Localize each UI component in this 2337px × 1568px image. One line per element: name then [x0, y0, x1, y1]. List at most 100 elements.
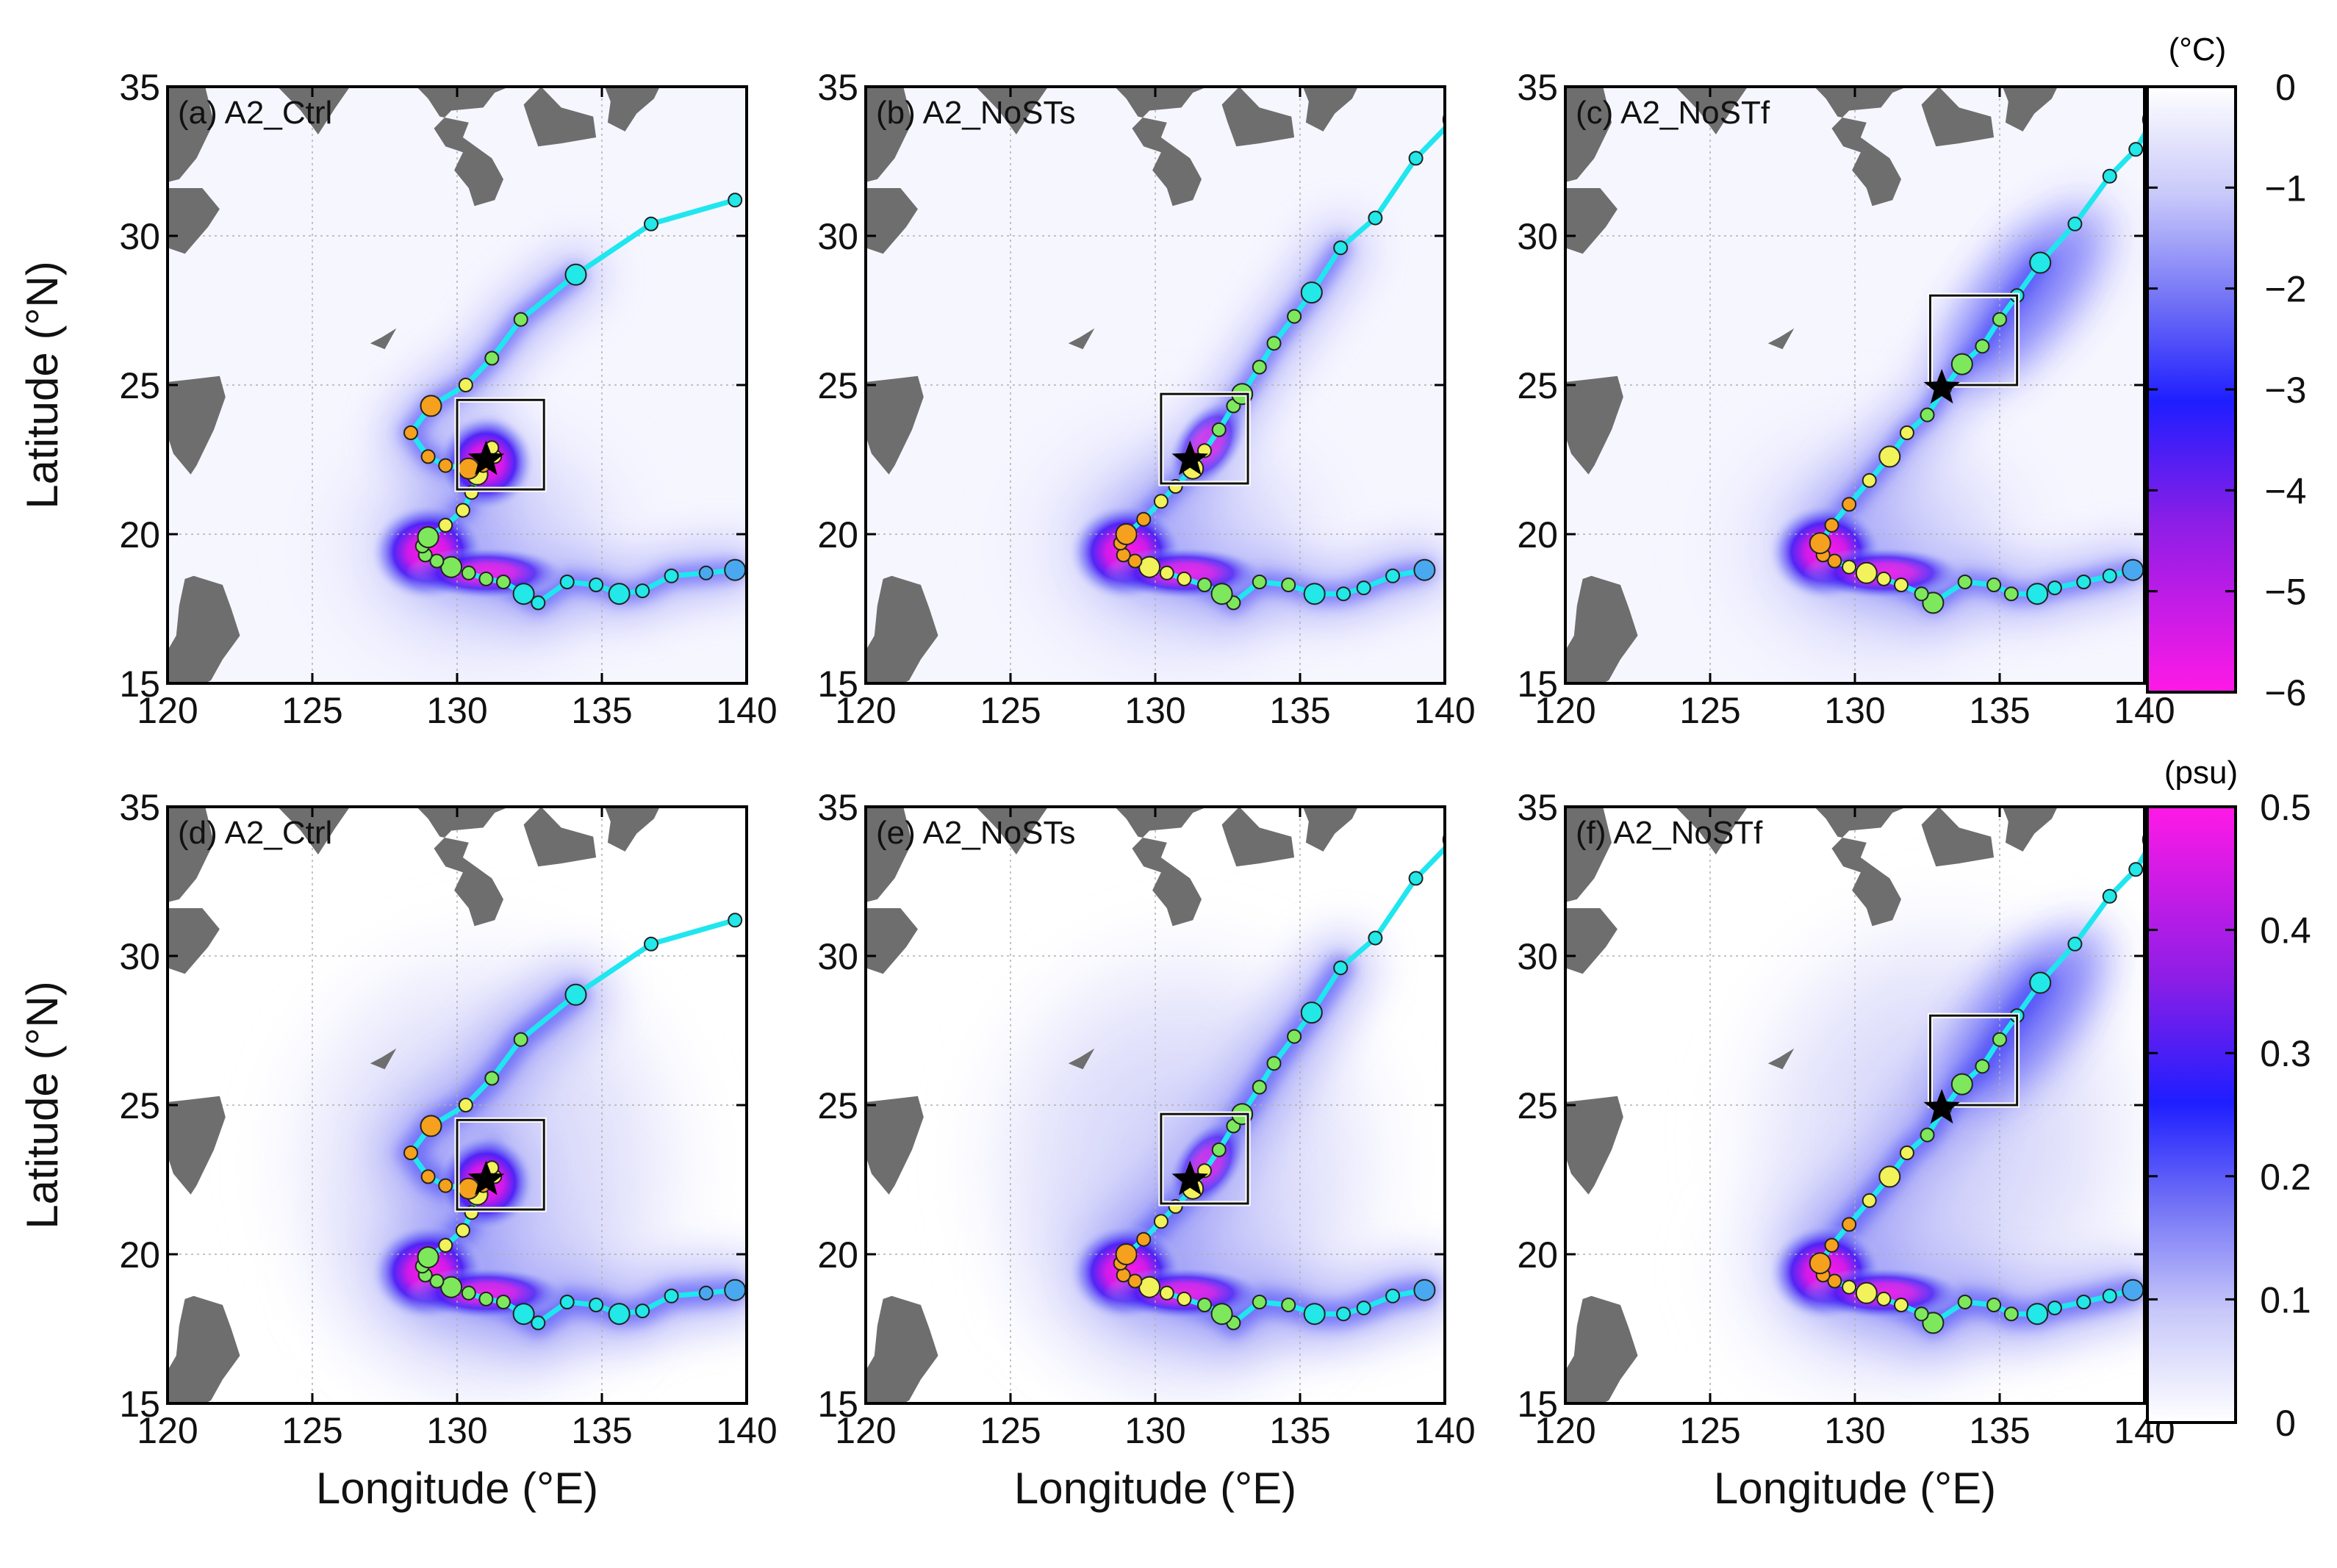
track-point: [1116, 547, 1131, 563]
star-marker: [1171, 440, 1208, 475]
track-point: [1878, 445, 1901, 468]
track-point: [1266, 336, 1282, 351]
track-point: [1281, 1298, 1296, 1312]
track-point: [1177, 1291, 1192, 1306]
track-point: [2026, 583, 2049, 605]
land: [866, 87, 1358, 683]
track-point: [429, 553, 445, 569]
land-mass: [523, 807, 597, 867]
land-mass: [168, 188, 220, 254]
track-point: [1303, 583, 1326, 605]
track-point: [1115, 1243, 1138, 1265]
track-point: [644, 936, 658, 952]
track-point: [728, 913, 743, 928]
land-mass: [1921, 807, 1995, 867]
track-point: [440, 555, 463, 578]
track-point: [512, 1303, 535, 1326]
land-mass: [277, 87, 351, 134]
track-point: [1992, 312, 2007, 327]
x-tick-label: 120: [1534, 1410, 1595, 1451]
track-point: [1413, 558, 1436, 581]
track-point: [2026, 1303, 2049, 1326]
track-point: [438, 1237, 453, 1253]
track-point: [1842, 1217, 1857, 1232]
track-point: [2067, 936, 2083, 952]
track-point: [2003, 586, 2019, 602]
land-mass: [866, 188, 918, 254]
track-point: [724, 558, 747, 581]
x-tick-label: 140: [2114, 690, 2175, 731]
y-tick-label: 30: [1517, 936, 1558, 977]
land-mass: [277, 807, 351, 855]
track-point: [417, 1246, 439, 1269]
x-tick-label: 125: [1679, 1410, 1740, 1451]
track-point: [1992, 1032, 2007, 1047]
track-point: [438, 1178, 453, 1193]
star-marker: [1923, 1089, 1960, 1124]
track-point: [455, 503, 470, 518]
x-tick-label: 120: [835, 690, 896, 731]
track-point: [1336, 1306, 1351, 1322]
land-mass: [866, 87, 912, 182]
track-point: [559, 575, 575, 589]
colorbar-tick-label: −4: [2264, 470, 2306, 511]
y-tick-label: 20: [817, 1234, 858, 1276]
x-axis-label: Longitude (°E): [316, 1464, 598, 1513]
track-point: [496, 575, 511, 589]
y-tick-label: 35: [1517, 67, 1558, 108]
land-mass: [168, 375, 226, 475]
track-point: [2076, 575, 2092, 589]
land-mass: [975, 807, 1049, 855]
track-point: [1899, 425, 1914, 440]
panel-label: (c) A2_NoSTf: [1576, 95, 1770, 131]
land-mass: [168, 87, 214, 182]
track-point: [1153, 1214, 1168, 1229]
track-point: [1136, 1231, 1152, 1247]
grid: [168, 87, 747, 683]
land-mass: [604, 87, 660, 132]
track-point: [1333, 240, 1349, 256]
track-point: [1876, 1291, 1892, 1306]
track-point: [1210, 1303, 1233, 1326]
y-tick-label: 15: [817, 663, 858, 705]
y-tick-label: 20: [119, 1234, 160, 1276]
land-mass: [1068, 328, 1095, 350]
land: [866, 807, 1358, 1403]
salinity-colorbar: (psu) 0.5 0.4 0.3 0.2 0.1 0: [2146, 755, 2311, 1444]
y-tick-label: 35: [817, 67, 858, 108]
x-tick-label: 135: [1269, 1410, 1330, 1451]
track-point: [457, 1177, 480, 1200]
land: [168, 87, 660, 683]
track-point: [1115, 523, 1138, 545]
x-axis-label: Longitude (°E): [1014, 1464, 1296, 1513]
x-tick-label: 135: [571, 690, 632, 731]
track-point: [455, 1223, 470, 1238]
track-point: [2102, 1288, 2117, 1303]
land: [168, 807, 660, 1403]
map-panel: (a) A2_Ctrl 120 125 130 135 140 15 20 25 30 35 Lati…: [18, 67, 778, 731]
land-mass: [2002, 87, 2058, 132]
grid: [866, 807, 1445, 1403]
land-mass: [168, 575, 240, 683]
track-point: [608, 583, 631, 605]
land-mass: [2002, 807, 2058, 852]
track-point: [1809, 532, 1831, 555]
x-tick-label: 135: [571, 1410, 632, 1451]
land-mass: [866, 908, 918, 974]
track-point: [1252, 1295, 1267, 1309]
anomaly-field: [941, 900, 1445, 1403]
track-point: [1842, 1279, 1857, 1295]
land-mass: [866, 575, 938, 683]
track-point: [2122, 1279, 2144, 1301]
x-tick-label: 140: [716, 690, 777, 731]
track-point: [1862, 472, 1877, 488]
track-point: [1333, 960, 1349, 976]
track-point: [438, 517, 453, 533]
track-point: [484, 1071, 500, 1086]
land-mass: [1767, 1048, 1795, 1070]
track-point: [1356, 1301, 1371, 1316]
x-axis-label: Longitude (°E): [1714, 1464, 1996, 1513]
track-point: [2128, 142, 2144, 157]
track-point: [1211, 1142, 1227, 1157]
